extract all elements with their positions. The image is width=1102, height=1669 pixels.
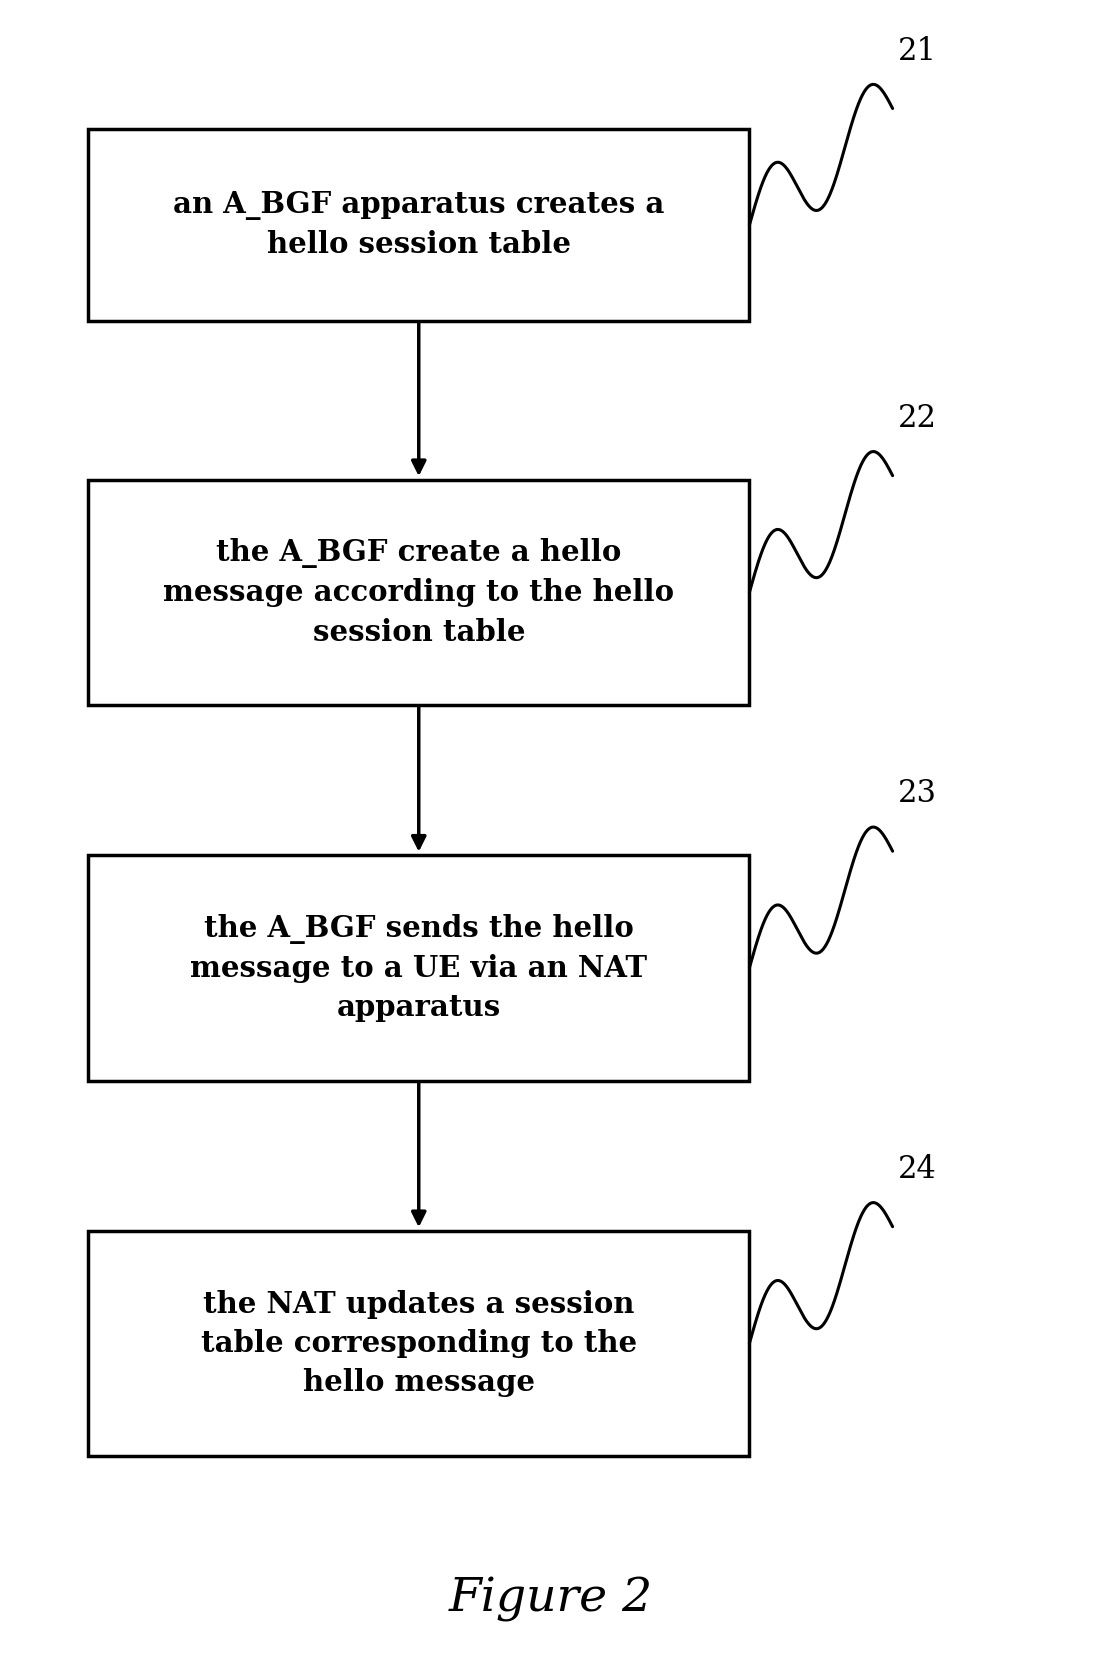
- Text: 21: 21: [898, 35, 937, 67]
- Text: the A_BGF create a hello
message according to the hello
session table: the A_BGF create a hello message accordi…: [163, 537, 674, 648]
- Text: the A_BGF sends the hello
message to a UE via an NAT
apparatus: the A_BGF sends the hello message to a U…: [191, 913, 647, 1023]
- Text: 24: 24: [898, 1153, 937, 1185]
- Text: 22: 22: [898, 402, 937, 434]
- Text: Figure 2: Figure 2: [449, 1576, 653, 1622]
- FancyBboxPatch shape: [88, 1232, 749, 1455]
- Text: the NAT updates a session
table corresponding to the
hello message: the NAT updates a session table correspo…: [201, 1290, 637, 1397]
- Text: 23: 23: [898, 778, 937, 809]
- FancyBboxPatch shape: [88, 481, 749, 704]
- Text: an A_BGF apparatus creates a
hello session table: an A_BGF apparatus creates a hello sessi…: [173, 192, 665, 259]
- FancyBboxPatch shape: [88, 130, 749, 320]
- FancyBboxPatch shape: [88, 856, 749, 1082]
